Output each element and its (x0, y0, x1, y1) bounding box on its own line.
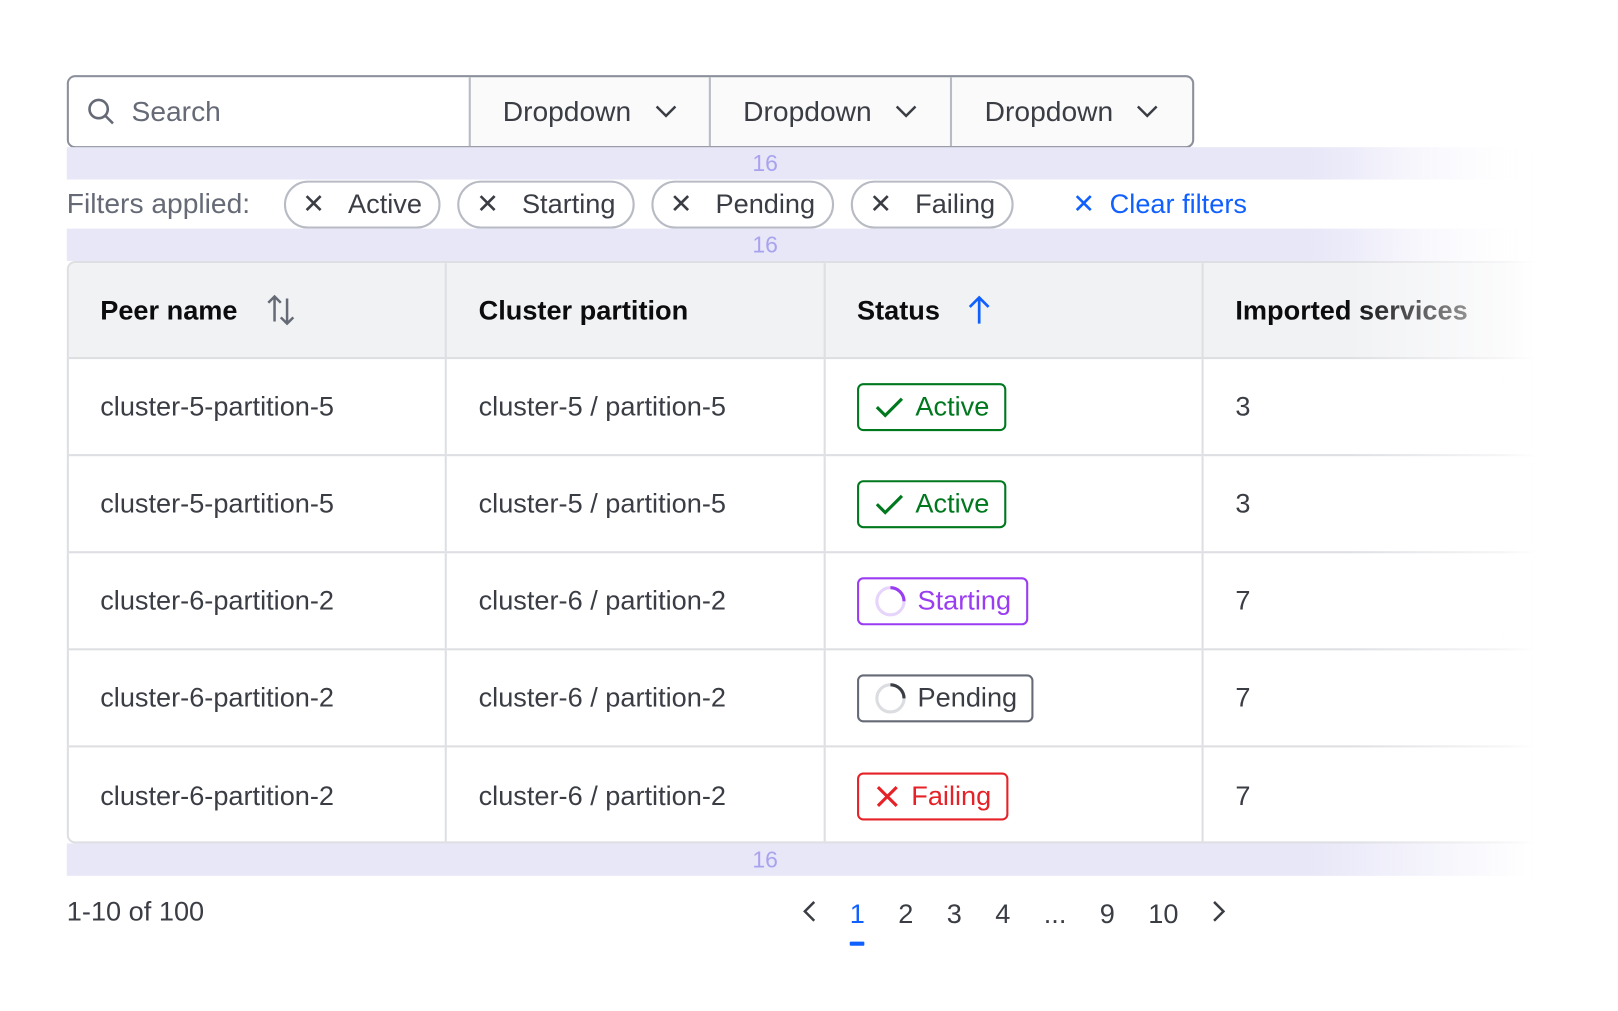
chevron-left-icon (803, 901, 816, 922)
status-badge: Active (856, 382, 1007, 431)
page-button[interactable]: 2 (898, 897, 914, 930)
status-label: Starting (917, 584, 1012, 616)
peer-name-cell: cluster-5-partition-5 (69, 456, 448, 552)
page-button[interactable]: 9 (1099, 897, 1115, 930)
status-label: Active (915, 390, 990, 422)
dropdown-label: Dropdown (743, 95, 872, 127)
table-row: cluster-6-partition-2 cluster-6 / partit… (68, 650, 1548, 748)
peer-name-cell: cluster-6-partition-2 (69, 747, 448, 842)
spacing-annotation: 16 (66, 228, 1529, 261)
chip-label: Pending (715, 187, 816, 220)
close-icon: ✕ (669, 187, 693, 220)
close-icon: ✕ (302, 187, 326, 220)
previous-page-button[interactable] (785, 889, 833, 937)
table-row: cluster-5-partition-5 cluster-5 / partit… (68, 456, 1548, 554)
imported-services-cell: 3 (1235, 487, 1251, 519)
status-cell: Failing (826, 747, 1205, 842)
chevron-right-icon (1213, 901, 1226, 922)
pagination-info: 1-10 of 100 (66, 895, 205, 927)
pagination-ellipsis: ... (1043, 897, 1067, 930)
sort-ascending-icon[interactable] (967, 294, 992, 325)
header-label: Peer name (100, 293, 238, 326)
chevron-down-icon (655, 105, 676, 118)
chip-label: Starting (521, 187, 616, 220)
column-header-cluster-partition: Cluster partition (447, 263, 826, 358)
imported-services-cell: 3 (1235, 390, 1251, 422)
status-badge: Failing (856, 771, 1008, 820)
next-page-button[interactable] (1195, 889, 1243, 937)
status-label: Failing (911, 779, 992, 812)
status-cell: Starting (826, 553, 1205, 649)
cluster-partition-cell: cluster-5 / partition-5 (447, 359, 826, 455)
dropdown-2[interactable]: Dropdown (711, 77, 952, 147)
page-button[interactable]: 4 (995, 897, 1011, 930)
chevron-down-icon (1137, 105, 1158, 118)
header-label: Cluster partition (478, 293, 689, 326)
page-button[interactable]: 10 (1148, 897, 1179, 930)
cluster-partition-cell: cluster-6 / partition-2 (447, 747, 826, 842)
table-row: cluster-6-partition-2 cluster-6 / partit… (69, 747, 1547, 842)
page-button[interactable]: 3 (946, 897, 962, 930)
page-button[interactable]: 1 (833, 889, 882, 946)
pagination: 1 2 3 4... 9 10 (785, 889, 1243, 946)
applied-filters: Filters applied: ✕ Active ✕ Starting ✕ Pend… (67, 180, 1247, 229)
chip-label: Failing (915, 187, 996, 220)
filter-toolbar: Dropdown Dropdown Dropdown (66, 75, 1195, 149)
close-icon: ✕ (476, 187, 499, 220)
table-row: cluster-6-partition-2 cluster-6 / partit… (68, 553, 1548, 651)
cluster-partition-cell: cluster-6 / partition-2 (447, 553, 826, 649)
filter-chip-active[interactable]: ✕ Active (283, 180, 441, 229)
close-icon: ✕ (1072, 187, 1096, 220)
peer-name-cell: cluster-5-partition-5 (69, 359, 448, 455)
close-icon: ✕ (869, 187, 893, 220)
peers-table: Peer name Cluster partition Status Impor… (66, 260, 1550, 844)
check-icon (875, 494, 903, 515)
dropdown-1[interactable]: Dropdown (471, 77, 712, 147)
clear-filters-button[interactable]: ✕ Clear filters (1072, 188, 1247, 220)
filter-chip-failing[interactable]: ✕ Failing (850, 180, 1014, 229)
chevron-down-icon (895, 105, 917, 118)
imported-services-cell: 7 (1235, 584, 1251, 616)
status-label: Active (915, 487, 990, 519)
table-row: cluster-5-partition-5 cluster-5 / partit… (68, 359, 1548, 457)
filters-label: Filters applied: (66, 187, 251, 220)
spacing-annotation: 16 (66, 147, 1529, 180)
loading-icon (875, 682, 906, 713)
peer-name-cell: cluster-6-partition-2 (69, 553, 448, 649)
imported-services-cell: 7 (1235, 681, 1251, 713)
column-header-peer-name[interactable]: Peer name (69, 263, 448, 358)
status-badge: Pending (856, 673, 1034, 722)
spacing-annotation: 16 (66, 843, 1529, 876)
status-cell: Active (826, 456, 1205, 552)
table-header: Peer name Cluster partition Status Impor… (68, 263, 1548, 360)
chip-label: Active (348, 187, 422, 220)
sort-icon[interactable] (265, 292, 296, 327)
peer-name-cell: cluster-6-partition-2 (69, 650, 448, 746)
loading-icon (875, 585, 906, 616)
search-field[interactable] (68, 77, 471, 147)
status-label: Pending (917, 681, 1018, 713)
search-icon (88, 98, 114, 125)
status-badge: Active (856, 479, 1007, 528)
status-cell: Active (826, 359, 1205, 455)
filter-chip-pending[interactable]: ✕ Pending (650, 180, 834, 229)
right-fade-overlay (1346, 146, 1618, 888)
column-header-status[interactable]: Status (826, 263, 1205, 358)
search-input[interactable] (131, 95, 424, 128)
header-label: Status (856, 293, 940, 326)
cluster-partition-cell: cluster-5 / partition-5 (447, 456, 826, 552)
clear-filters-label: Clear filters (1109, 187, 1247, 220)
status-cell: Pending (826, 650, 1205, 746)
status-badge: Starting (856, 576, 1028, 625)
dropdown-label: Dropdown (502, 95, 632, 127)
imported-services-cell: 7 (1235, 779, 1251, 812)
dropdown-3[interactable]: Dropdown (952, 77, 1192, 146)
cluster-partition-cell: cluster-6 / partition-2 (447, 650, 826, 746)
check-icon (875, 397, 903, 418)
dropdown-label: Dropdown (984, 95, 1114, 127)
filter-chip-starting[interactable]: ✕ Starting (457, 180, 635, 229)
x-icon (876, 785, 898, 807)
